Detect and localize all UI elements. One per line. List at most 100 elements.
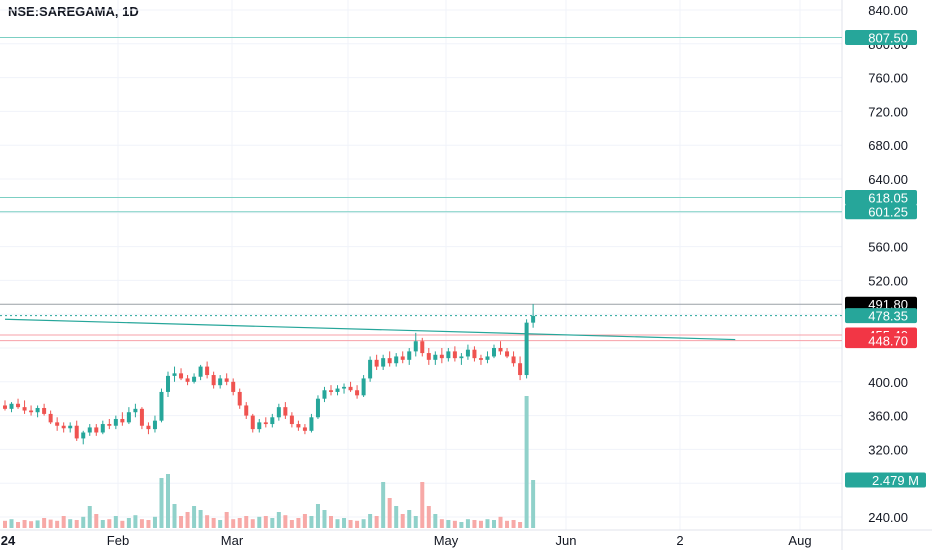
candle-body — [146, 425, 151, 430]
price-badge-label: 618.05 — [868, 191, 908, 206]
volume-bar — [511, 520, 516, 528]
candle — [218, 375, 223, 389]
candle — [179, 368, 184, 381]
candle-body — [335, 388, 340, 392]
candle — [68, 422, 73, 433]
candle — [198, 364, 203, 381]
volume-bar — [139, 519, 144, 528]
candle-body — [511, 356, 516, 364]
candle — [224, 373, 229, 386]
candle — [322, 386, 327, 403]
price-badges: 807.50618.05601.25491.80478.35455.40448.… — [845, 29, 917, 349]
candle — [152, 415, 157, 433]
volume-bar — [413, 516, 418, 528]
candle — [309, 413, 314, 433]
volume-bar — [192, 506, 197, 528]
candle-body — [120, 418, 125, 423]
volume-bar — [302, 514, 307, 528]
candle-body — [218, 378, 223, 386]
volume-bar — [133, 515, 138, 528]
y-tick-label: 840.00 — [868, 3, 908, 18]
volume-bar — [381, 482, 386, 528]
candle — [394, 353, 399, 367]
candle-body — [205, 366, 210, 376]
volume-bar — [159, 478, 164, 528]
candle-body — [342, 386, 347, 389]
candle — [211, 371, 216, 389]
candle-body — [231, 381, 236, 392]
candle-body — [113, 418, 118, 426]
candle-body — [107, 424, 112, 426]
candle-body — [81, 432, 86, 439]
candle — [374, 354, 379, 370]
candle — [531, 304, 536, 328]
x-tick-label: 24 — [1, 533, 16, 548]
x-axis-labels: 24 Feb Mar May Jun 2 Aug — [1, 533, 812, 548]
volume-bar — [198, 510, 203, 528]
candle-body — [159, 391, 164, 421]
candle-body — [133, 408, 138, 413]
candle-body — [9, 403, 14, 409]
volume-bar — [355, 520, 360, 528]
chart-title: NSE:SAREGAMA, 1D — [8, 4, 139, 19]
volume-bar — [211, 518, 216, 528]
volume-bar — [87, 506, 92, 528]
price-badge — [845, 190, 917, 206]
volume-bar — [400, 514, 405, 528]
grid-lines — [0, 0, 842, 530]
candle — [472, 346, 477, 362]
price-badge-label: 601.25 — [868, 205, 908, 220]
candle — [231, 378, 236, 396]
candle — [498, 341, 503, 355]
candle-body — [237, 391, 242, 406]
y-tick-label: 320.00 — [868, 442, 908, 457]
candle — [113, 415, 118, 430]
candle — [439, 348, 444, 364]
volume-bar — [446, 520, 451, 528]
candle-body — [465, 349, 470, 357]
volume-bar — [152, 516, 157, 528]
volume-bar — [35, 520, 40, 528]
volume-bar — [100, 520, 105, 528]
volume-bar — [485, 519, 490, 528]
volume-bar — [342, 518, 347, 528]
volume-bar — [335, 519, 340, 528]
candle-body — [42, 407, 47, 414]
candle-body — [472, 349, 477, 359]
candle-body — [355, 390, 360, 396]
candle-body — [498, 348, 503, 352]
candle-body — [250, 415, 255, 430]
candle-body — [309, 417, 314, 431]
volume-bar — [48, 519, 53, 528]
candle-body — [381, 358, 386, 367]
price-lines — [0, 36, 842, 342]
y-tick-label: 560.00 — [868, 240, 908, 255]
candle-body — [68, 425, 73, 429]
volume-bar — [16, 522, 21, 528]
candle-body — [420, 341, 425, 354]
candle — [413, 332, 418, 357]
candle-body — [413, 341, 418, 352]
volume-bar — [55, 520, 60, 528]
candle-body — [270, 417, 275, 425]
candle — [348, 381, 353, 392]
price-badge-label: 448.70 — [868, 334, 908, 349]
candle-body — [524, 322, 529, 376]
candle — [192, 373, 197, 384]
volume-bar — [276, 512, 281, 528]
candle — [16, 398, 21, 409]
candle — [35, 405, 40, 418]
candle-body — [94, 427, 99, 433]
volume-bar — [420, 482, 425, 528]
x-tick-label: May — [434, 533, 459, 548]
candle — [9, 402, 14, 413]
volume-bar — [166, 474, 170, 528]
candle — [159, 388, 164, 423]
candle — [511, 351, 516, 367]
candle-body — [361, 378, 366, 396]
candle — [94, 424, 99, 436]
candle-body — [61, 425, 66, 429]
y-axis-labels: 840.00800.00760.00720.00680.00640.00560.… — [868, 3, 908, 525]
candle-body — [192, 376, 197, 382]
